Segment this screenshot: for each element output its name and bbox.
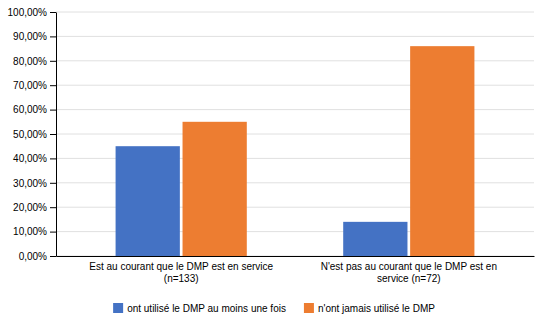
x-axis: Est au courant que le DMP est en service… xyxy=(57,256,535,284)
legend-item: n'ont jamais utilisé le DMP xyxy=(304,303,435,314)
legend-label: ont utilisé le DMP au moins une fois xyxy=(127,303,286,314)
y-tick: 30,00% xyxy=(13,178,56,189)
legend-swatch xyxy=(304,303,314,313)
y-tick-label: 100,00% xyxy=(8,7,48,18)
y-tick-mark xyxy=(50,256,56,257)
x-tick-label: Est au courant que le DMP est en service… xyxy=(89,261,273,284)
y-tick: 40,00% xyxy=(13,153,56,164)
y-tick: 10,00% xyxy=(13,226,56,237)
bar xyxy=(183,122,247,256)
y-tick-label: 10,00% xyxy=(13,226,47,237)
legend-label: n'ont jamais utilisé le DMP xyxy=(318,303,435,314)
y-tick-mark xyxy=(50,207,56,208)
y-tick: 70,00% xyxy=(13,80,56,91)
y-tick-label: 20,00% xyxy=(13,202,47,213)
bar xyxy=(116,146,180,256)
y-tick-mark xyxy=(50,183,56,184)
grid-line xyxy=(56,36,534,37)
y-tick-mark xyxy=(50,61,56,62)
bar xyxy=(343,222,407,256)
y-tick: 20,00% xyxy=(13,202,56,213)
y-tick-mark xyxy=(50,110,56,111)
y-tick: 90,00% xyxy=(13,31,56,42)
y-tick: 0,00% xyxy=(19,251,56,262)
x-tick-label: N'est pas au courant que le DMP est ense… xyxy=(321,261,497,284)
y-tick-label: 50,00% xyxy=(13,129,47,140)
y-tick-mark xyxy=(50,12,56,13)
x-axis-line xyxy=(57,256,535,257)
y-tick-label: 40,00% xyxy=(13,153,47,164)
y-tick-mark xyxy=(50,36,56,37)
y-tick: 60,00% xyxy=(13,104,56,115)
y-tick-label: 70,00% xyxy=(13,80,47,91)
y-tick: 80,00% xyxy=(13,56,56,67)
legend-swatch xyxy=(113,303,123,313)
bars xyxy=(116,46,475,256)
y-axis: 0,00% 10,00% 20,00% 30,00% 40,00% 50,00% 60,00… xyxy=(8,7,57,262)
y-tick-mark xyxy=(50,134,56,135)
bar xyxy=(410,46,474,256)
y-tick-mark xyxy=(50,85,56,86)
y-tick-label: 80,00% xyxy=(13,56,47,67)
y-tick-label: 30,00% xyxy=(13,178,47,189)
x-tick: Est au courant que le DMP est en service… xyxy=(89,256,273,284)
x-tick: N'est pas au courant que le DMP est ense… xyxy=(321,256,497,284)
grid-line xyxy=(56,12,534,13)
y-tick: 100,00% xyxy=(8,7,56,18)
y-tick-label: 60,00% xyxy=(13,104,47,115)
y-axis-line xyxy=(56,13,57,257)
legend: ont utilisé le DMP au moins une fois n'on… xyxy=(113,303,435,314)
legend-item: ont utilisé le DMP au moins une fois xyxy=(113,303,286,314)
y-tick-label: 90,00% xyxy=(13,31,47,42)
y-tick-mark xyxy=(50,158,56,159)
chart: 0,00% 10,00% 20,00% 30,00% 40,00% 50,00% 60,00… xyxy=(0,0,548,322)
y-tick-mark xyxy=(50,232,56,233)
grid xyxy=(56,12,534,256)
y-tick: 50,00% xyxy=(13,129,56,140)
y-tick-label: 0,00% xyxy=(19,251,47,262)
